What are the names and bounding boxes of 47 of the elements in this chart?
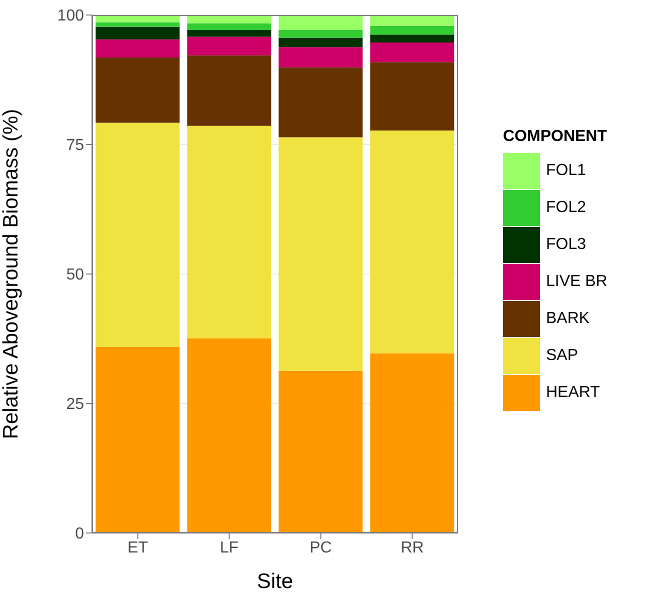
y-tick-label: 50 xyxy=(66,266,84,284)
bar xyxy=(370,15,454,26)
bar xyxy=(96,26,180,40)
bar xyxy=(278,67,363,138)
x-tick-label: LF xyxy=(220,539,239,556)
bar xyxy=(370,130,454,354)
y-tick-label: 25 xyxy=(66,396,84,414)
y-axis-title: Relative Aboveground Biomass (%) xyxy=(0,108,22,440)
bar xyxy=(187,55,272,126)
bar xyxy=(96,347,180,533)
bar xyxy=(278,30,363,38)
x-axis-title: Site xyxy=(256,570,294,593)
bar xyxy=(187,36,272,56)
legend-label: FOL2 xyxy=(546,198,586,216)
bar xyxy=(187,15,272,24)
bar xyxy=(187,30,272,37)
legend-label: BARK xyxy=(546,310,590,328)
bar xyxy=(370,34,454,42)
bar xyxy=(370,353,454,533)
legend-label: LIVE BR xyxy=(546,272,608,290)
bar xyxy=(96,15,180,22)
legend-label: HEART xyxy=(546,384,600,402)
y-tick-label: 100 xyxy=(57,8,84,25)
y-tick-label: 75 xyxy=(66,137,84,154)
legend-label: SAP xyxy=(546,346,578,364)
bar xyxy=(278,137,363,371)
bar xyxy=(278,370,363,533)
bar xyxy=(96,39,180,58)
bar xyxy=(187,23,272,30)
bar xyxy=(278,15,363,30)
bar xyxy=(96,22,180,27)
bar xyxy=(96,57,180,123)
bar xyxy=(96,122,180,348)
bar xyxy=(278,47,363,68)
bar xyxy=(187,126,272,338)
y-tick-label: 0 xyxy=(75,526,84,543)
x-tick-label: ET xyxy=(128,539,148,556)
bar xyxy=(370,26,454,35)
bar xyxy=(187,338,272,533)
bar xyxy=(278,38,363,48)
x-tick-label: PC xyxy=(310,539,332,556)
bar xyxy=(370,42,454,62)
legend-label: FOL1 xyxy=(546,162,586,180)
x-tick-label: RR xyxy=(400,539,424,556)
bar xyxy=(370,62,454,131)
legend-label: FOL3 xyxy=(546,236,586,254)
legend-title: COMPONENT xyxy=(503,128,608,146)
